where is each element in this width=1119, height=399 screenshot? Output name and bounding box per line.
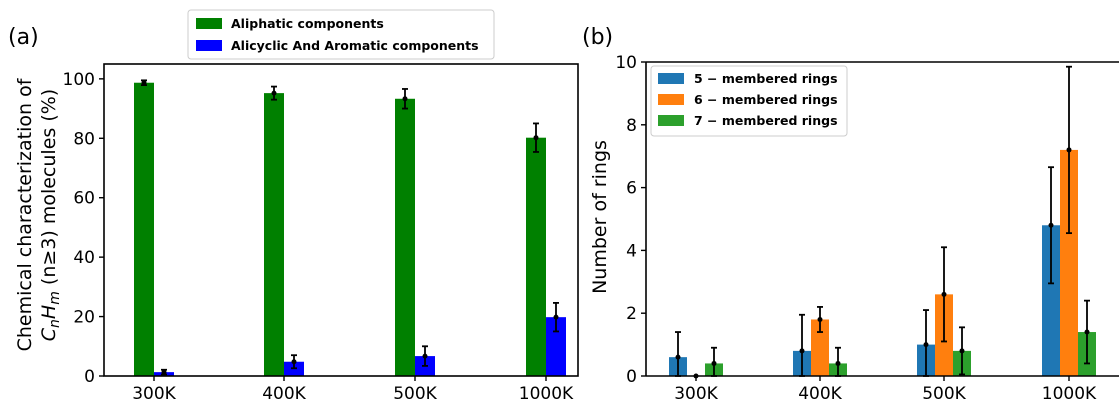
panel-b-point xyxy=(835,360,841,366)
panel-a-ylabel: Chemical characterization of CnHm (n≥3) … xyxy=(14,77,63,351)
panel-a-ylabel-line2: CnHm (n≥3) molecules (%) xyxy=(38,89,63,341)
panel-a-legend-swatch xyxy=(196,18,222,29)
panel-a-axes-frame xyxy=(103,63,579,377)
panel-b-xtick-label: 300K xyxy=(674,384,718,399)
panel-b-legend-box xyxy=(650,65,848,137)
panel-a-bar xyxy=(395,98,415,376)
panel-b-label: (b) xyxy=(582,25,613,50)
panel-b-legend-label: 5 − membered rings xyxy=(694,71,838,86)
panel-a: (a) Chemical characterization of CnHm (n… xyxy=(8,9,579,399)
panel-b-ytick-label: 0 xyxy=(626,367,637,387)
panel-a-point xyxy=(402,96,408,102)
panel-b-xtick-label: 400K xyxy=(798,384,842,399)
panel-b-plot: 0 2 4 6 8 10 300K 400K 500K 1000K xyxy=(615,53,1097,399)
panel-a-ytick-label: 40 xyxy=(73,248,95,268)
panel-b-legend-swatch xyxy=(658,115,684,126)
panel-b-legend-label: 7 − membered rings xyxy=(694,113,838,128)
panel-b-point xyxy=(799,348,805,354)
panel-b-legend: 5 − membered rings 6 − membered rings 7 − … xyxy=(650,65,848,137)
panel-a-point xyxy=(271,90,277,96)
panel-a-bar xyxy=(264,93,284,377)
panel-a-point xyxy=(533,135,539,141)
panel-a-point xyxy=(141,80,147,86)
panel-b-bar xyxy=(1060,149,1078,376)
panel-a-bar xyxy=(134,82,154,376)
panel-a-legend-label: Aliphatic components xyxy=(231,16,384,31)
panel-b-point xyxy=(959,348,965,354)
panel-a-point xyxy=(291,359,297,365)
panel-a-plot: 0 20 40 60 80 100 300K 400K 500K 1000K xyxy=(63,70,575,399)
panel-b-xtick-label: 1000K xyxy=(1042,384,1097,399)
panel-a-point xyxy=(422,353,428,359)
panel-a-ytick-label: 100 xyxy=(63,70,95,90)
panel-b-ytick-label: 10 xyxy=(615,53,637,73)
panel-b-point xyxy=(817,316,823,322)
panel-b-point xyxy=(1048,222,1054,228)
panel-a-legend-label: Alicyclic And Aromatic components xyxy=(231,38,479,53)
panel-a-ytick-label: 0 xyxy=(84,367,95,387)
panel-b-ytick-label: 8 xyxy=(626,116,637,136)
panel-b-legend-swatch xyxy=(658,73,684,84)
panel-b-xtick-label: 500K xyxy=(922,384,966,399)
panel-b: (b) Number of rings 0 2 4 6 8 10 300K 400K 500K 1… xyxy=(582,25,1119,399)
panel-a-label: (a) xyxy=(8,25,39,50)
panel-b-legend-swatch xyxy=(658,94,684,105)
panel-b-point xyxy=(923,342,929,348)
panel-b-ytick-label: 6 xyxy=(626,179,637,199)
panel-b-legend-label: 6 − membered rings xyxy=(694,92,838,107)
panel-a-point xyxy=(161,369,167,375)
panel-b-ytick-label: 2 xyxy=(626,304,637,324)
panel-b-point xyxy=(675,354,681,360)
panel-b-bar xyxy=(811,319,829,376)
panel-b-ylabel: Number of rings xyxy=(589,140,611,294)
panel-b-point xyxy=(711,360,717,366)
panel-a-legend: Aliphatic components Alicyclic And Aromat… xyxy=(187,9,495,60)
panel-a-ytick-label: 80 xyxy=(73,129,95,149)
panel-a-ytick-label: 20 xyxy=(73,308,95,328)
panel-a-legend-box xyxy=(187,9,495,60)
panel-b-point xyxy=(1084,329,1090,335)
panel-a-xtick-label: 400K xyxy=(262,384,306,399)
panel-a-point xyxy=(553,314,559,320)
panel-a-xtick-label: 300K xyxy=(132,384,176,399)
panel-a-ytick-label: 60 xyxy=(73,189,95,209)
panel-b-point xyxy=(1066,147,1072,153)
panel-a-legend-swatch xyxy=(196,40,222,51)
panel-a-ylabel-line1: Chemical characterization of xyxy=(14,77,36,351)
panel-b-bar xyxy=(1042,225,1060,376)
panel-a-bar xyxy=(526,137,546,376)
panel-b-ytick-label: 4 xyxy=(626,241,637,261)
panel-a-bar xyxy=(546,317,566,376)
panel-a-xtick-label: 500K xyxy=(393,384,437,399)
panel-a-xtick-label: 1000K xyxy=(519,384,574,399)
panel-b-point xyxy=(941,291,947,297)
